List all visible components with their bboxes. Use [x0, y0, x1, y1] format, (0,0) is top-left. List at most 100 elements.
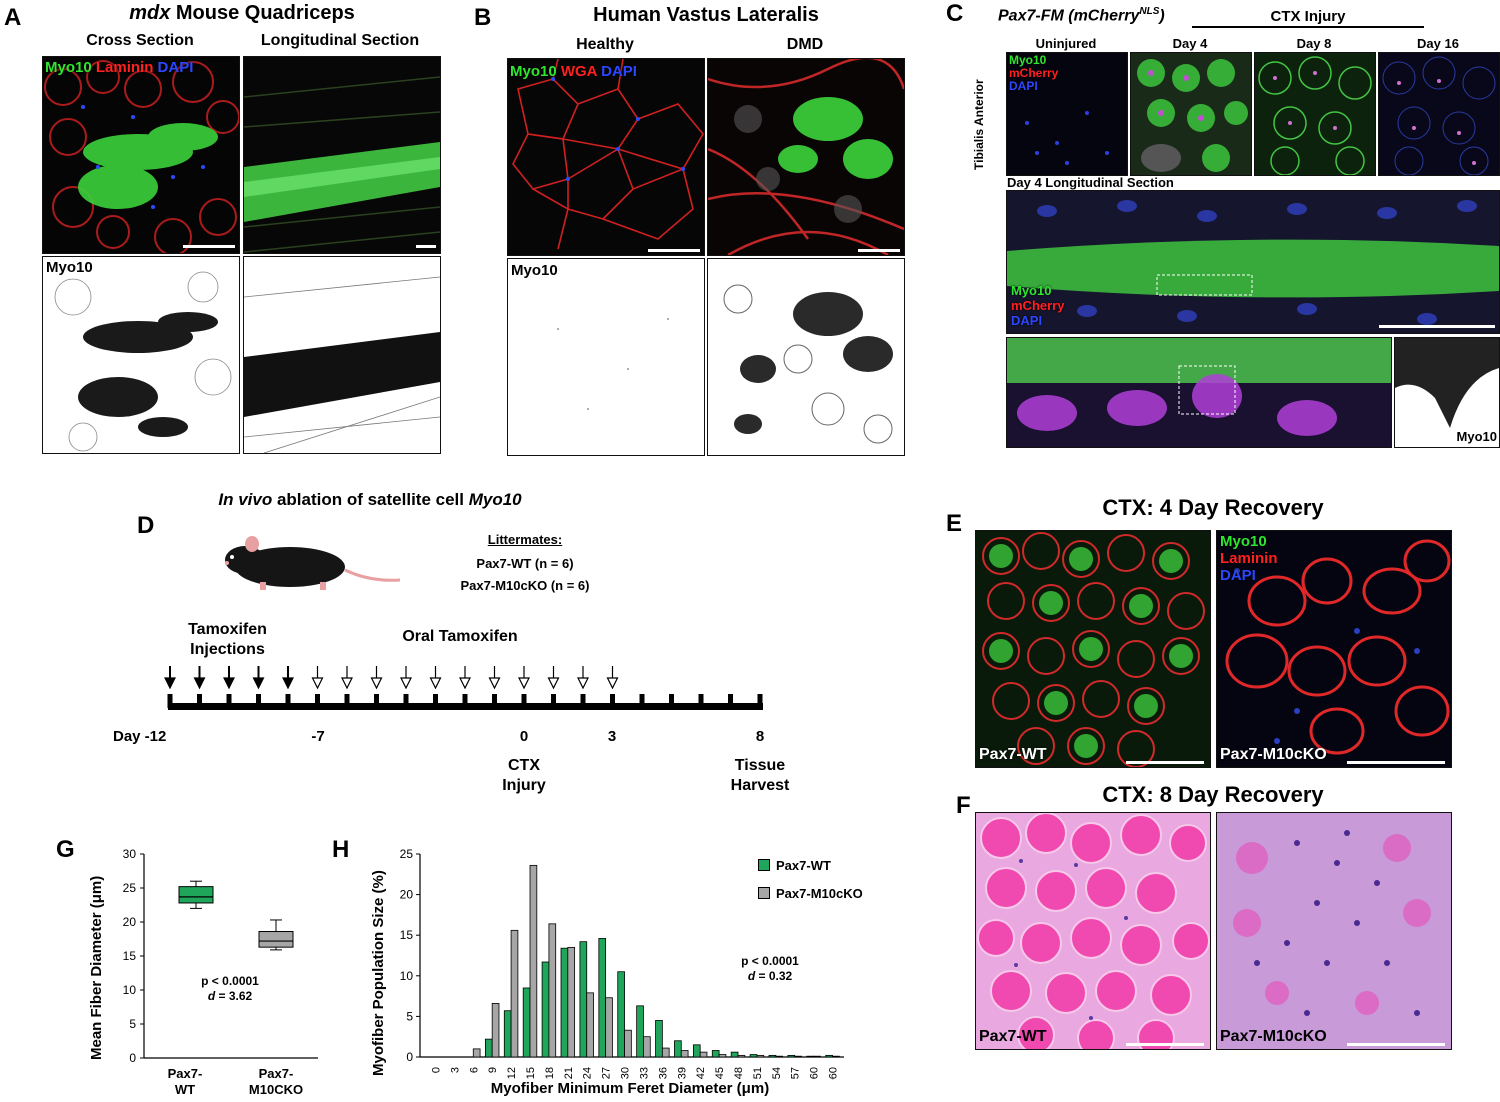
panel-d-title: In vivo ablation of satellite cell Myo10	[218, 490, 522, 509]
oral-arrowhead	[400, 677, 412, 690]
bar-pax7-wt	[825, 1054, 833, 1058]
chart-h-xtick-label: 24	[582, 1067, 594, 1079]
ctx-injury-line	[1192, 26, 1424, 28]
panel-b-healthy-bw-image: Myo10	[507, 258, 705, 456]
panel-f-wt-label: Pax7-WT	[979, 1028, 1047, 1045]
oral-arrowhead	[606, 677, 619, 690]
panel-c-stain-label: Myo10 mCherry DAPI	[1009, 53, 1059, 93]
chart-h-xtick-label: 48	[733, 1067, 745, 1079]
day-start: Day -12	[113, 728, 167, 745]
panel-b-title: Human Vastus Lateralis	[593, 4, 819, 26]
injection-label: Tamoxifen Injections	[188, 621, 267, 658]
panel-b-dmd-bw-image	[707, 258, 905, 456]
chart-h-ytick-label: 25	[400, 847, 414, 861]
chart-h-xtick-label: 36	[657, 1067, 669, 1079]
panel-letter-f: F	[956, 792, 971, 819]
bar-pax7-wt	[692, 1044, 701, 1058]
panel-c-zoom-image	[1006, 337, 1392, 448]
day-8: 8	[755, 728, 765, 745]
chart-h-stats: p < 0.0001 d = 0.32	[741, 954, 799, 983]
panel-a-title: mdx Mouse Quadriceps	[129, 2, 355, 24]
box-body	[258, 931, 294, 948]
panel-c-long-image: Myo10 mCherry DAPI	[1006, 190, 1500, 334]
oral-arrowhead	[547, 677, 560, 690]
bar-pax7-m10cko	[813, 1055, 821, 1058]
legend-swatch-wt	[758, 859, 770, 871]
oral-arrowhead	[577, 677, 589, 690]
chart-h-xlabel: Myofiber Minimum Feret Diameter (μm)	[490, 1080, 770, 1097]
scale-bar	[1379, 325, 1495, 328]
timeline-tick	[433, 694, 438, 708]
panel-b-col1: Healthy	[576, 36, 634, 53]
panel-c-day8-image	[1254, 52, 1376, 176]
panel-a-col2: Longitudinal Section	[260, 32, 420, 49]
panel-b-dmd-fluor-image	[707, 58, 905, 256]
chart-g-stats: p < 0.0001 d = 3.62	[201, 974, 259, 1003]
ctx-injury-label: CTX Injury	[1270, 8, 1346, 25]
timeline-tick	[226, 694, 232, 708]
bar-pax7-m10cko	[794, 1055, 802, 1058]
panel-letter-c: C	[946, 0, 964, 27]
bar-pax7-m10cko	[529, 864, 538, 1058]
panel-b-col2: DMD	[786, 36, 824, 53]
ctx-injury-day: CTX Injury	[502, 757, 546, 794]
timeline	[164, 666, 763, 710]
timeline-tick	[344, 694, 350, 708]
panel-letter-g: G	[56, 836, 75, 863]
scale-bar	[416, 245, 436, 248]
injection-arrowhead	[164, 677, 176, 690]
timeline-tick	[462, 694, 468, 708]
bar-pax7-m10cko	[548, 923, 557, 1058]
chart-h-ytick-label: 5	[406, 1009, 413, 1023]
chart-h-xtick-label: 21	[563, 1067, 575, 1079]
bar-pax7-wt	[787, 1054, 796, 1058]
panel-letter-a: A	[4, 4, 22, 31]
bar-pax7-m10cko	[643, 1036, 651, 1058]
chart-h-xtick-label: 0	[430, 1067, 442, 1073]
timeline-tick	[669, 694, 674, 708]
bar-pax7-m10cko	[661, 1047, 670, 1058]
timeline-tick	[256, 694, 261, 708]
bar-pax7-wt	[503, 1010, 512, 1058]
mouse-illustration	[225, 536, 401, 590]
panel-f-cko-image: Pax7-M10cKO	[1216, 812, 1452, 1050]
injection-arrowhead	[282, 677, 294, 690]
scale-bar	[1126, 1043, 1204, 1046]
chart-h-ytick-label: 0	[406, 1050, 413, 1064]
panel-a-cross-bw-image: Myo10	[42, 256, 240, 454]
legend-wt: Pax7-WT	[758, 858, 831, 873]
timeline-tick	[757, 694, 763, 708]
chart-g-ytick-label: 25	[123, 881, 137, 895]
timeline-tick	[551, 694, 556, 708]
panel-e-title: CTX: 4 Day Recovery	[1102, 495, 1324, 520]
oral-arrowhead	[341, 677, 353, 690]
timeline-tick	[374, 694, 379, 708]
timeline-tick	[728, 694, 733, 708]
chart-g-ytick-label: 15	[123, 949, 137, 963]
col-day4: Day 4	[1172, 36, 1208, 51]
day-3: 3	[607, 728, 617, 745]
chart-h-xtick-label: 30	[620, 1067, 632, 1079]
chart-g: 0 5 10 15 20 25 30	[123, 847, 318, 1065]
timeline-tick	[492, 694, 497, 708]
oral-arrowhead	[459, 677, 471, 690]
day-0: 0	[519, 728, 529, 745]
chart-h-xtick-label: 51	[752, 1067, 764, 1079]
panel-e-wt-label: Pax7-WT	[979, 746, 1047, 763]
panel-c-title: Pax7-FM (mCherryNLS)	[998, 6, 1165, 25]
chart-h-xtick-label: 27	[601, 1067, 613, 1079]
panel-e-wt-image: Pax7-WT	[975, 530, 1211, 768]
timeline-tick	[521, 694, 527, 708]
chart-g-xcat-2: Pax7- M10CKO	[248, 1066, 304, 1097]
chart-h-xtick-label: 60	[809, 1067, 821, 1079]
bar-pax7-m10cko	[624, 1029, 632, 1058]
long-section-title: Day 4 Longitudinal Section	[1007, 175, 1174, 190]
col-day16: Day 16	[1417, 36, 1459, 51]
box-body	[178, 886, 214, 904]
oral-arrowhead	[488, 677, 501, 690]
group-wt: Pax7-WT (n = 6)	[476, 556, 574, 571]
chart-h-xtick-label: 15	[525, 1067, 537, 1079]
panel-letter-d: D	[137, 512, 155, 539]
scale-bar	[183, 245, 235, 248]
chart-g-ytick-label: 10	[123, 983, 137, 997]
